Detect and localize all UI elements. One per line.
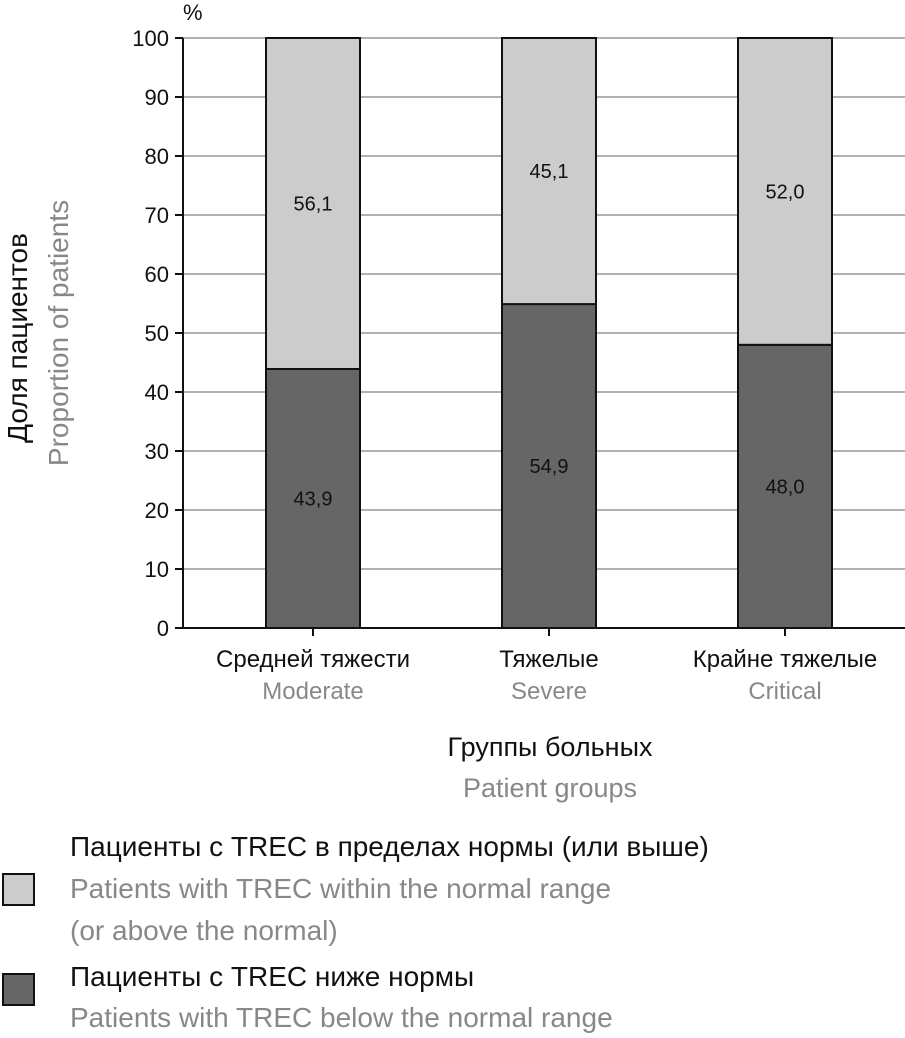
y-tick-label: 20 [145,498,169,523]
value-label-below: 43,9 [294,488,333,510]
bars [265,37,833,629]
unit-label: % [183,0,203,25]
legend-below-ru: Пациенты с TREC ниже нормы [70,961,475,992]
bar-within-normal [265,37,361,370]
y-tick-label: 50 [145,321,169,346]
x-axis-label-en: Patient groups [463,773,637,803]
y-tick-label: 70 [145,203,169,228]
x-axis-label-ru: Группы больных [448,732,653,762]
legend-swatch-below [2,973,35,1006]
y-tick-label: 40 [145,380,169,405]
y-tick-label: 30 [145,439,169,464]
stacked-bar-chart: 0 10 20 30 40 50 60 70 80 90 100 43,9 56,1 Средней тя… [2,0,905,803]
y-tick-label: 10 [145,557,169,582]
value-label-normal: 52,0 [766,181,805,203]
legend-normal-en-1: Patients with TREC within the normal ran… [70,873,612,904]
legend-normal-en-2: (or above the normal) [70,915,338,946]
y-tick-label: 90 [145,85,169,110]
y-axis-label-ru: Доля пациентов [2,233,33,443]
bar-below-normal [737,343,833,629]
legend-swatch-normal [2,873,35,906]
category-label-ru: Тяжелые [499,646,599,673]
axes [175,37,905,636]
value-label-normal: 56,1 [294,193,333,215]
category-label-ru: Средней тяжести [216,646,410,673]
value-label-below: 54,9 [530,456,569,478]
value-label-normal: 45,1 [530,161,569,183]
legend-normal-ru: Пациенты с TREC в пределах нормы (или вы… [70,831,709,862]
value-label-below: 48,0 [766,476,805,498]
y-tick-label: 80 [145,144,169,169]
category-label-en: Moderate [262,678,363,705]
y-tick-label: 100 [132,26,169,51]
y-axis-label-en: Proportion of patients [43,200,74,466]
y-tick-label: 0 [157,616,169,641]
bar-within-normal [501,37,597,306]
legend-below-en: Patients with TREC below the normal rang… [70,1002,613,1033]
category-label-ru: Крайне тяжелые [693,646,878,673]
bar-within-normal [737,37,833,346]
category-label-en: Critical [748,678,821,705]
y-tick-label: 60 [145,262,169,287]
category-label-en: Severe [511,678,587,705]
labels: 0 10 20 30 40 50 60 70 80 90 100 43,9 56,1 Средней тя… [132,26,877,705]
